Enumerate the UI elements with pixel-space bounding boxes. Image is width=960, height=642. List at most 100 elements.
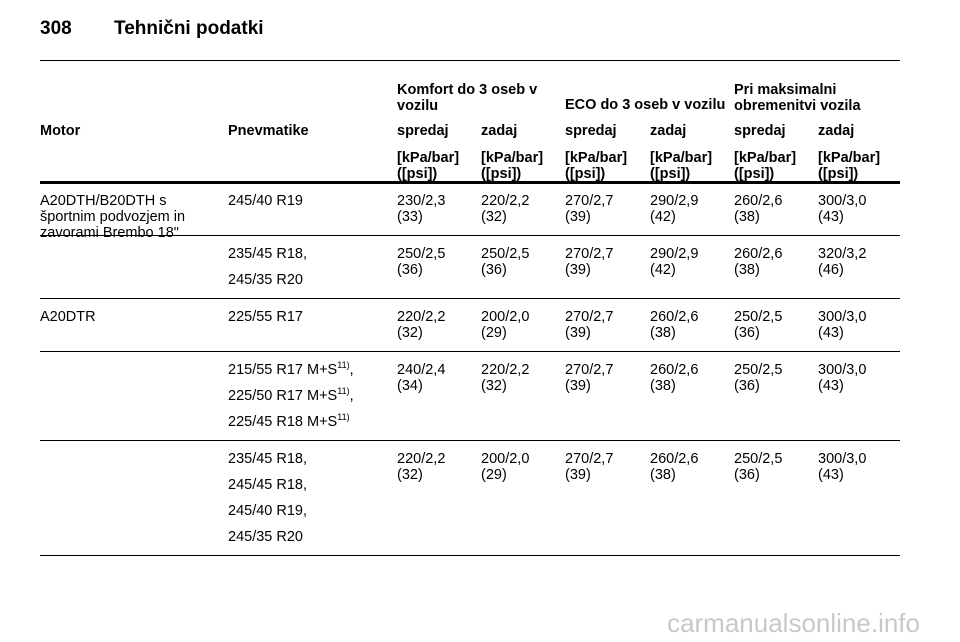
- pressure-value: (42): [650, 209, 676, 225]
- header-unit: [kPa/bar]: [565, 150, 628, 166]
- pressure-value: 250/2,5: [481, 246, 530, 262]
- motor-name: A20DTH/B20DTH s: [40, 193, 167, 209]
- header-group-max: Pri maksimalni: [734, 82, 837, 98]
- header-unit: ([psi]): [565, 166, 606, 182]
- pressure-value: (43): [818, 325, 844, 341]
- tyre-size-text: 235/45 R18,: [228, 246, 308, 262]
- header-unit: ([psi]): [818, 166, 859, 182]
- header-front: spredaj: [397, 123, 449, 139]
- header-tyres: Pnevmatike: [228, 123, 309, 139]
- pressure-value: (39): [565, 378, 591, 394]
- pressure-value: 290/2,9: [650, 246, 699, 262]
- tyre-size-text: 225/45 R18 M+S: [228, 414, 338, 430]
- tyre-size-text: 245/40 R19,: [228, 503, 308, 519]
- tyre-size-tail: ,: [349, 362, 354, 378]
- tyre-size: 225/55 R17: [228, 309, 303, 325]
- pressure-value: 300/3,0: [818, 309, 867, 325]
- pressure-value: (38): [650, 325, 676, 341]
- page-number: 308: [40, 18, 72, 39]
- top-rule: [40, 60, 900, 61]
- pressure-value: 220/2,2: [397, 309, 446, 325]
- footnote-ref: 11): [337, 386, 350, 396]
- tyre-size-text: 215/55 R17 M+S: [228, 362, 338, 378]
- page-title: Tehnični podatki: [114, 18, 264, 39]
- row-rule: [40, 298, 900, 299]
- footnote-ref: 11): [337, 412, 350, 422]
- pressure-value: (36): [734, 467, 760, 483]
- pressure-value: (36): [481, 262, 507, 278]
- tyre-size: 245/40 R19,: [228, 503, 307, 519]
- pressure-value: 200/2,0: [481, 309, 530, 325]
- pressure-value: 250/2,5: [734, 309, 783, 325]
- row-rule: [40, 351, 900, 352]
- tyre-size: 245/35 R20: [228, 272, 303, 288]
- pressure-value: (36): [734, 325, 760, 341]
- tyre-size-text: 235/45 R18,: [228, 451, 308, 467]
- header-rear: zadaj: [650, 123, 687, 139]
- tyre-size: 235/45 R18,: [228, 451, 307, 467]
- pressure-value: 270/2,7: [565, 309, 614, 325]
- tyre-size: 245/45 R18,: [228, 477, 307, 493]
- pressure-value: 260/2,6: [650, 362, 699, 378]
- header-unit: [kPa/bar]: [481, 150, 544, 166]
- pressure-value: (38): [650, 467, 676, 483]
- header-unit: ([psi]): [481, 166, 522, 182]
- tyre-size-text: 245/40 R19: [228, 193, 303, 209]
- pressure-value: (43): [818, 209, 844, 225]
- tyre-size: 245/35 R20: [228, 529, 303, 545]
- tyre-size: 225/45 R18 M+S11): [228, 412, 350, 431]
- row-rule: [40, 440, 900, 441]
- pressure-value: 270/2,7: [565, 193, 614, 209]
- pressure-value: (43): [818, 467, 844, 483]
- pressure-value: 250/2,5: [734, 362, 783, 378]
- pressure-value: 260/2,6: [650, 451, 699, 467]
- header-motor: Motor: [40, 123, 81, 139]
- pressure-value: (43): [818, 378, 844, 394]
- tyre-size: 235/45 R18,: [228, 246, 307, 262]
- tyre-size-text: 245/35 R20: [228, 272, 303, 288]
- tyre-size-text: 245/35 R20: [228, 529, 303, 545]
- pressure-value: 220/2,2: [397, 451, 446, 467]
- motor-name: A20DTR: [40, 309, 96, 325]
- tyre-size-text: 245/45 R18,: [228, 477, 308, 493]
- pressure-value: 320/3,2: [818, 246, 867, 262]
- pressure-value: (29): [481, 325, 507, 341]
- header-front: spredaj: [565, 123, 617, 139]
- header-group-komfort: Komfort do 3 oseb v: [397, 82, 538, 98]
- pressure-value: 260/2,6: [650, 309, 699, 325]
- pressure-value: (38): [734, 262, 760, 278]
- pressure-value: (39): [565, 262, 591, 278]
- pressure-value: 230/2,3: [397, 193, 446, 209]
- pressure-value: 240/2,4: [397, 362, 446, 378]
- header-unit: [kPa/bar]: [397, 150, 460, 166]
- pressure-value: 220/2,2: [481, 362, 530, 378]
- pressure-value: (38): [650, 378, 676, 394]
- header-unit: ([psi]): [397, 166, 438, 182]
- row-rule: [40, 235, 900, 236]
- header-group-max: obremenitvi vozila: [734, 98, 861, 114]
- pressure-value: (39): [565, 325, 591, 341]
- header-rear: zadaj: [818, 123, 855, 139]
- header-rule: [40, 181, 900, 184]
- header-unit: [kPa/bar]: [818, 150, 881, 166]
- pressure-value: 300/3,0: [818, 362, 867, 378]
- row-rule: [40, 555, 900, 556]
- motor-name: športnim podvozjem in: [40, 209, 186, 225]
- header-unit: ([psi]): [734, 166, 775, 182]
- motor-name: zavorami Brembo 18": [40, 225, 179, 241]
- pressure-value: 220/2,2: [481, 193, 530, 209]
- pressure-value: (32): [397, 467, 423, 483]
- pressure-value: (32): [481, 209, 507, 225]
- pressure-value: 200/2,0: [481, 451, 530, 467]
- pressure-value: (36): [397, 262, 423, 278]
- pressure-value: 300/3,0: [818, 193, 867, 209]
- pressure-value: (46): [818, 262, 844, 278]
- pressure-value: 250/2,5: [397, 246, 446, 262]
- header-unit: [kPa/bar]: [650, 150, 713, 166]
- header-unit: ([psi]): [650, 166, 691, 182]
- tyre-size: 225/50 R17 M+S11),: [228, 386, 354, 405]
- tyre-size: 215/55 R17 M+S11),: [228, 361, 354, 379]
- tyre-size-text: 225/55 R17: [228, 309, 303, 325]
- tyre-size-text: 225/50 R17 M+S: [228, 388, 338, 404]
- pressure-value: (38): [734, 209, 760, 225]
